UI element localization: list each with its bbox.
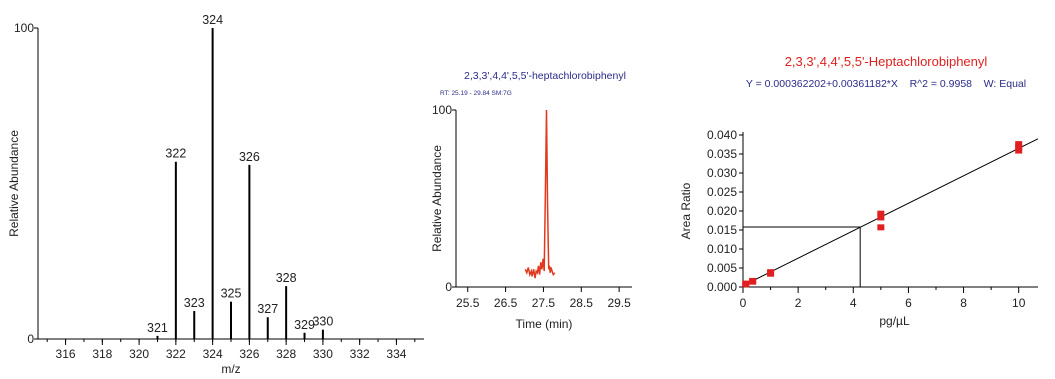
calibration-point (749, 278, 757, 285)
mass-spectrum-x-tick-label: 334 (386, 347, 406, 361)
calibration-y-tick-label: 0.005 (707, 261, 737, 275)
mass-spectrum-peak-label: 321 (147, 321, 168, 335)
calibration-y-tick-label: 0.020 (707, 204, 737, 218)
mass-spectrum-x-tick-label: 318 (92, 347, 112, 361)
chromatogram-x-tick-label: 27.5 (532, 296, 556, 310)
mass-spectrum-peak-label: 327 (257, 302, 278, 316)
calibration-x-tick-label: 8 (960, 296, 967, 310)
calibration-x-tick-label: 4 (850, 296, 857, 310)
mass-spectrum-x-tick-label: 328 (276, 347, 296, 361)
calibration-fit-line (742, 138, 1039, 287)
mass-spectrum-peak-label: 330 (312, 315, 333, 329)
chromatogram-x-tick-label: 28.5 (570, 296, 594, 310)
mass-spectrum-peak-label: 323 (184, 296, 205, 310)
mass-spectrum-x-tick-label: 330 (313, 347, 333, 361)
chromatogram-x-tick-label: 25.5 (456, 296, 480, 310)
mass-spectrum-axes: 316 318 320 322 324 326 328 330 332 334 0 100 (14, 21, 424, 361)
chromatogram-x-tick-label: 29.5 (607, 296, 631, 310)
calibration-y-tick-label: 0.015 (707, 223, 737, 237)
chromatogram-axes: 25.5 26.5 27.5 28.5 29.5 0 100 (432, 103, 632, 310)
chromatogram-y-tick-label: 0 (445, 280, 452, 294)
mass-spectrum-y-tick-label: 100 (14, 21, 34, 35)
calibration-axes: 0 2 4 6 8 10 0.000 0.005 0.010 0.015 0.020 0.025 0.0… (707, 128, 1038, 310)
calibration-point (877, 210, 885, 217)
calibration-point (877, 214, 885, 221)
calibration-x-axis-label: pg/µL (879, 314, 910, 328)
chromatogram-subtitle: RT: 25.19 - 29.84 SM:7G (440, 90, 512, 97)
chromatogram-y-axis-label: Relative Abundance (430, 145, 444, 252)
mass-spectrum-peak-label: 328 (276, 271, 297, 285)
mass-spectrum-peak-label: 324 (202, 13, 223, 27)
calibration-y-tick-label: 0.025 (707, 185, 737, 199)
calibration-y-tick-label: 0.010 (707, 242, 737, 256)
calibration-point (1015, 141, 1023, 148)
mass-spectrum-y-axis-label: Relative Abundance (7, 130, 21, 237)
calibration-point (877, 224, 885, 231)
mass-spectrum-peak-label: 322 (165, 147, 186, 161)
mass-spectrum-x-tick-label: 316 (56, 347, 76, 361)
chromatogram-trace (524, 109, 556, 279)
calibration-point (742, 281, 750, 288)
calibration-y-tick-label: 0.035 (707, 147, 737, 161)
mass-spectrum-x-tick-label: 326 (239, 347, 259, 361)
calibration-point (1015, 144, 1023, 151)
mass-spectrum-peak-label: 326 (239, 150, 260, 164)
calibration-y-axis-label: Area Ratio (679, 182, 693, 239)
mass-spectrum-x-tick-label: 324 (203, 347, 223, 361)
mass-spectrum-peak-label: 325 (221, 287, 242, 301)
calibration-marks (742, 138, 1039, 288)
calibration-y-tick-label: 0.000 (707, 280, 737, 294)
chromatogram-panel: 2,3,3',4,4',5,5'-heptachlorobiphenyl RT:… (430, 70, 632, 331)
chromatogram-y-tick-label: 100 (432, 103, 452, 117)
calibration-y-tick-label: 0.030 (707, 166, 737, 180)
calibration-x-tick-label: 2 (795, 296, 802, 310)
mass-spectrum-x-axis-label: m/z (221, 362, 240, 376)
calibration-y-tick-label: 0.040 (707, 128, 737, 142)
mass-spectrum-x-tick-label: 320 (129, 347, 149, 361)
calibration-panel: 2,3,3',4,4',5,5'-Heptachlorobiphenyl Y =… (679, 54, 1039, 328)
calibration-x-tick-label: 0 (740, 296, 747, 310)
chromatogram-x-tick-label: 26.5 (494, 296, 518, 310)
mass-spectrum-x-tick-label: 332 (350, 347, 370, 361)
calibration-point (767, 270, 775, 277)
chromatogram-title: 2,3,3',4,4',5,5'-heptachlorobiphenyl (464, 70, 626, 82)
mass-spectrum-peak-label: 329 (294, 318, 315, 332)
chromatogram-x-axis-label: Time (min) (516, 317, 573, 331)
mass-spectrum-y-tick-label: 0 (27, 332, 34, 346)
mass-spectrum-x-tick-label: 322 (166, 347, 186, 361)
calibration-title: 2,3,3',4,4',5,5'-Heptachlorobiphenyl (785, 54, 988, 69)
calibration-x-tick-label: 10 (1012, 296, 1026, 310)
calibration-x-tick-label: 6 (905, 296, 912, 310)
calibration-equation: Y = 0.000362202+0.00361182*X R^2 = 0.995… (746, 78, 1026, 90)
calibration-point (1015, 147, 1023, 154)
